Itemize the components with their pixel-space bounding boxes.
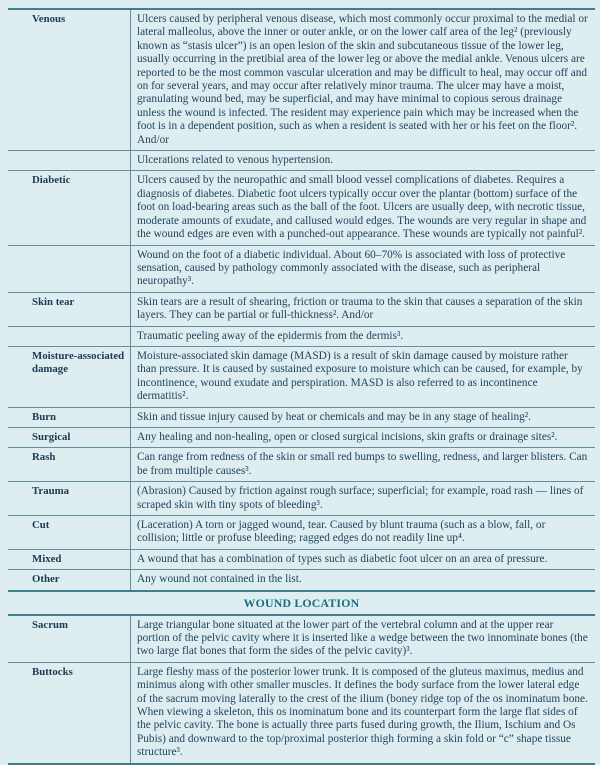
wound-location-label: Sacrum [32, 618, 68, 631]
wound-type-description: Skin tears are a result of shearing, fri… [130, 292, 595, 326]
table-row: Buttocks Large fleshy mass of the poster… [8, 661, 595, 763]
table-row: Burn Skin and tissue injury caused by he… [8, 406, 595, 427]
wound-locations-group: Sacrum Large triangular bone situated at… [8, 615, 595, 763]
table-row: Diabetic Ulcers caused by the neuropathi… [8, 170, 595, 245]
wound-type-label: Surgical [32, 430, 71, 443]
wound-type-label: Skin tear [32, 295, 75, 308]
wound-type-label: Other [32, 573, 60, 586]
wound-type-label [8, 327, 130, 346]
table-row: Surgical Any healing and non-healing, op… [8, 426, 595, 448]
wound-type-description: Can range from redness of the skin or sm… [130, 448, 595, 482]
wound-type-label: Moisture-associated damage [32, 349, 125, 376]
table-row: Moisture-associated damage Moisture-asso… [8, 345, 595, 407]
table-row: Mixed A wound that has a combination of … [8, 548, 595, 570]
wound-type-description: Any healing and non-healing, open or clo… [130, 427, 595, 448]
table-row: Skin tear Skin tears are a result of she… [8, 291, 595, 326]
section-header-wound-location: WOUND LOCATION [8, 589, 595, 616]
wound-type-description: Any wound not contained in the list. [130, 570, 595, 590]
table-row: Rash Can range from redness of the skin … [8, 447, 595, 482]
wound-type-description: Skin and tissue injury caused by heat or… [130, 407, 595, 427]
wound-type-description: Traumatic peeling away of the epidermis … [130, 326, 595, 346]
wound-type-description: (Abrasion) Caused by friction against ro… [130, 482, 595, 515]
wound-type-label: Burn [32, 410, 57, 423]
wound-types-group: Venous Ulcers caused by peripheral venou… [8, 10, 595, 590]
wound-type-description: Moisture-associated skin damage (MASD) i… [130, 346, 595, 407]
table-row: Sacrum Large triangular bone situated at… [8, 615, 595, 662]
wound-type-table: Venous Ulcers caused by peripheral venou… [8, 8, 595, 765]
table-row: Other Any wound not contained in the lis… [8, 569, 595, 590]
wound-type-description: Ulcerations related to venous hypertensi… [130, 151, 595, 171]
table-row: Trauma (Abrasion) Caused by friction aga… [8, 481, 595, 515]
table-row: Venous Ulcers caused by peripheral venou… [8, 10, 595, 151]
wound-type-label: Mixed [32, 552, 62, 565]
wound-type-label [8, 246, 130, 292]
wound-type-description: Ulcers caused by peripheral venous disea… [130, 10, 595, 151]
wound-type-label: Venous [32, 13, 66, 25]
wound-location-label: Buttocks [32, 665, 73, 678]
table-row: Traumatic peeling away of the epidermis … [8, 325, 595, 346]
wound-type-label: Trauma [32, 485, 69, 498]
wound-type-label: Rash [32, 451, 56, 464]
wound-type-label: Diabetic [32, 174, 71, 187]
wound-type-description: A wound that has a combination of types … [130, 549, 595, 570]
table-row: Cut (Laceration) A torn or jagged wound,… [8, 515, 595, 549]
wound-type-description: (Laceration) A torn or jagged wound, tea… [130, 516, 595, 549]
wound-type-label: Cut [32, 519, 50, 531]
wound-type-label [8, 151, 130, 170]
table-row: Wound on the foot of a diabetic individu… [8, 244, 595, 292]
table-row: Ulcerations related to venous hypertensi… [8, 150, 595, 171]
wound-location-description: Large triangular bone situated at the lo… [130, 615, 595, 662]
wound-type-description: Wound on the foot of a diabetic individu… [130, 245, 595, 292]
wound-type-description: Ulcers caused by the neuropathic and sma… [130, 171, 595, 245]
wound-location-description: Large fleshy mass of the posterior lower… [130, 662, 595, 763]
